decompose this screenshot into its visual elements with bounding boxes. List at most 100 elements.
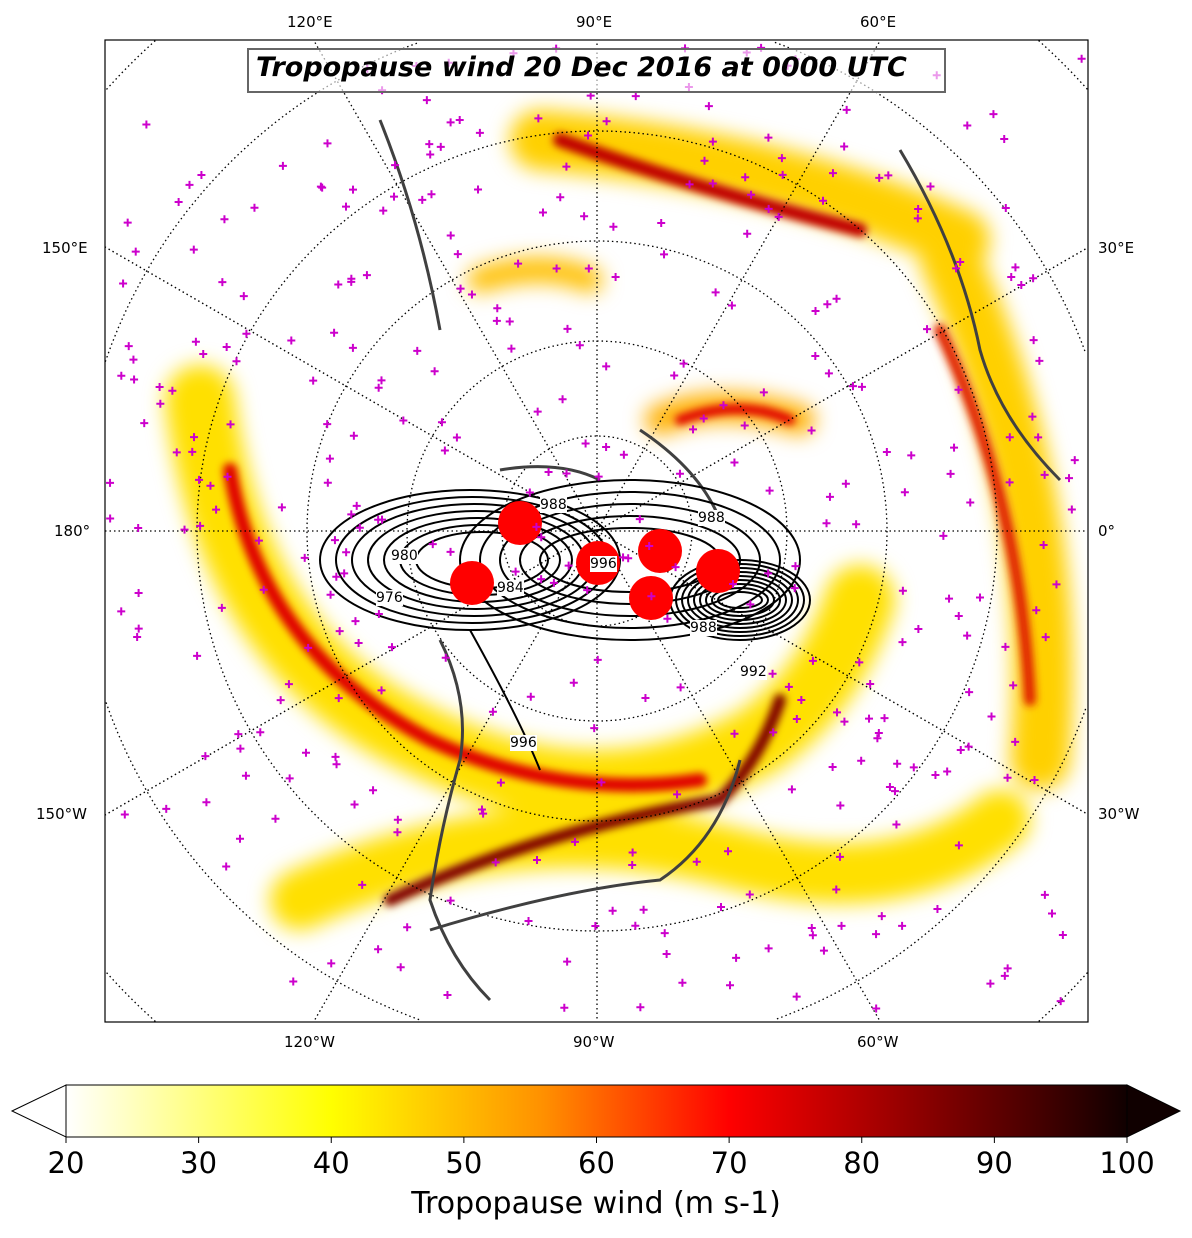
observation-marker [874, 728, 883, 737]
observation-marker [526, 692, 535, 701]
observation-marker [823, 300, 832, 309]
observation-marker [477, 805, 486, 814]
meridian-line [105, 246, 598, 532]
observation-marker [841, 479, 850, 488]
observation-marker [168, 386, 177, 395]
observation-marker [358, 880, 367, 889]
observation-marker [316, 182, 325, 191]
pressure-contours [319, 479, 811, 771]
observation-marker [130, 375, 139, 384]
observation-marker [660, 929, 669, 938]
observation-marker [156, 399, 165, 408]
observation-marker [704, 102, 713, 111]
observation-marker [619, 450, 628, 459]
observation-marker [774, 212, 783, 221]
observation-marker [446, 118, 455, 127]
observation-marker [717, 903, 726, 912]
observation-marker [201, 752, 210, 761]
observation-marker [1009, 681, 1018, 690]
observation-marker [591, 922, 600, 931]
colorbar-tick-label: 80 [843, 1146, 881, 1180]
observation-marker [220, 215, 229, 224]
observation-marker [745, 890, 754, 899]
observation-marker [202, 798, 211, 807]
observation-marker [777, 154, 786, 163]
observation-marker [514, 259, 523, 268]
observation-marker [824, 369, 833, 378]
observation-marker [427, 190, 436, 199]
observation-marker [558, 395, 567, 404]
observation-marker [792, 992, 801, 1001]
observation-marker [355, 523, 364, 532]
observation-marker [140, 419, 149, 428]
observation-marker [190, 433, 199, 442]
observation-marker [218, 278, 227, 287]
observation-marker [134, 524, 143, 533]
jet-band [467, 257, 603, 293]
colorbar-tick-label: 60 [578, 1146, 615, 1180]
observation-marker [335, 627, 344, 636]
contour-line [681, 567, 799, 633]
observation-marker [602, 117, 611, 126]
observation-marker [873, 734, 882, 743]
colorbar [10, 1084, 1182, 1143]
coastline [499, 465, 601, 482]
observation-marker [250, 203, 259, 212]
observation-marker [741, 173, 750, 182]
observation-marker [453, 250, 462, 259]
observation-marker [362, 271, 371, 280]
observation-marker [117, 371, 126, 380]
observation-marker [1011, 737, 1020, 746]
observation-marker [123, 218, 132, 227]
observation-marker [492, 316, 501, 325]
observation-marker [825, 492, 834, 501]
observation-marker [349, 431, 358, 440]
colorbar-tick-label: 70 [710, 1146, 748, 1180]
observation-marker [1003, 964, 1012, 973]
observation-marker [819, 946, 828, 955]
observation-marker [332, 760, 341, 769]
observation-marker [374, 515, 383, 524]
observation-marker [277, 503, 286, 512]
observation-marker [562, 469, 571, 478]
observation-marker [840, 142, 849, 151]
observation-marker [399, 416, 408, 425]
observation-marker [732, 953, 741, 962]
contour-line [705, 583, 775, 617]
observation-marker [549, 578, 558, 587]
observation-marker [671, 563, 680, 572]
observation-marker [318, 183, 327, 192]
title-box [247, 48, 946, 93]
observation-marker [301, 748, 310, 757]
observation-marker [222, 342, 231, 351]
observation-marker [511, 567, 520, 576]
observation-marker [778, 170, 787, 179]
observation-marker [740, 421, 749, 430]
observation-marker [196, 521, 205, 530]
observation-marker [966, 498, 975, 507]
observation-marker [390, 192, 399, 201]
observation-marker [276, 696, 285, 705]
observation-marker [188, 447, 197, 456]
observation-marker [1070, 456, 1079, 465]
lon-label-0: 0° [1098, 522, 1116, 540]
coastline [378, 119, 442, 331]
observation-marker [747, 190, 756, 199]
map-frame [104, 39, 1089, 1023]
meridian-line [105, 530, 598, 816]
observation-marker [287, 336, 296, 345]
colorbar-tick-label: 30 [180, 1146, 218, 1180]
observation-marker [106, 514, 115, 523]
observation-marker [552, 264, 561, 273]
observation-marker [377, 376, 386, 385]
observation-marker [334, 280, 343, 289]
observation-marker [807, 426, 816, 435]
observation-marker [342, 202, 351, 211]
observation-marker [342, 548, 351, 557]
observation-marker [639, 905, 648, 914]
observation-marker [563, 324, 572, 333]
colorbar-tick-label: 100 [1099, 1146, 1155, 1180]
observation-marker [711, 288, 720, 297]
observation-marker [106, 478, 115, 487]
observation-marker [840, 717, 849, 726]
